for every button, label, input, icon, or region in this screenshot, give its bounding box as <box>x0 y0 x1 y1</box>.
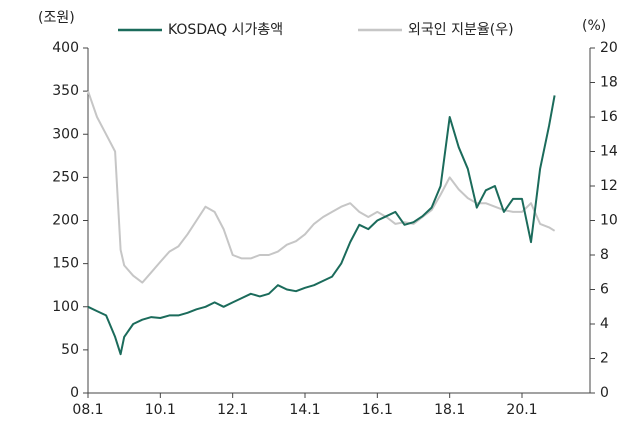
y2-tick-label: 2 <box>600 351 609 367</box>
x-tick-label: 14.1 <box>289 402 320 418</box>
x-tick-label: 16.1 <box>362 402 393 418</box>
y2-tick-label: 12 <box>600 178 618 194</box>
y-tick-label: 100 <box>52 299 79 315</box>
x-tick-label: 08.1 <box>72 402 103 418</box>
y2-tick-label: 14 <box>600 144 618 160</box>
y2-tick-label: 20 <box>600 40 618 56</box>
y2-tick-label: 6 <box>600 282 609 298</box>
y-tick-label: 250 <box>52 169 79 185</box>
y-tick-label: 400 <box>52 40 79 56</box>
y2-tick-label: 4 <box>600 316 609 332</box>
x-tick-label: 18.1 <box>434 402 465 418</box>
y2-tick-label: 16 <box>600 109 618 125</box>
legend-label: KOSDAQ 시가총액 <box>168 22 283 38</box>
x-tick-label: 10.1 <box>145 402 176 418</box>
y-axis-label: (조원) <box>38 10 75 26</box>
y-tick-label: 350 <box>52 83 79 99</box>
y2-tick-label: 18 <box>600 75 618 91</box>
y-tick-label: 0 <box>70 385 79 401</box>
y2-tick-label: 8 <box>600 247 609 263</box>
x-tick-label: 12.1 <box>217 402 248 418</box>
y2-tick-label: 0 <box>600 385 609 401</box>
x-tick-label: 20.1 <box>506 402 537 418</box>
y-tick-label: 150 <box>52 256 79 272</box>
series-line <box>87 95 556 356</box>
y-tick-label: 200 <box>52 213 79 229</box>
y2-axis-label: (%) <box>582 18 606 34</box>
y-tick-label: 300 <box>52 126 79 142</box>
y-tick-label: 50 <box>61 342 79 358</box>
y2-tick-label: 10 <box>600 213 618 229</box>
legend-label: 외국인 지분율(우) <box>408 22 514 38</box>
series-line <box>87 90 556 284</box>
